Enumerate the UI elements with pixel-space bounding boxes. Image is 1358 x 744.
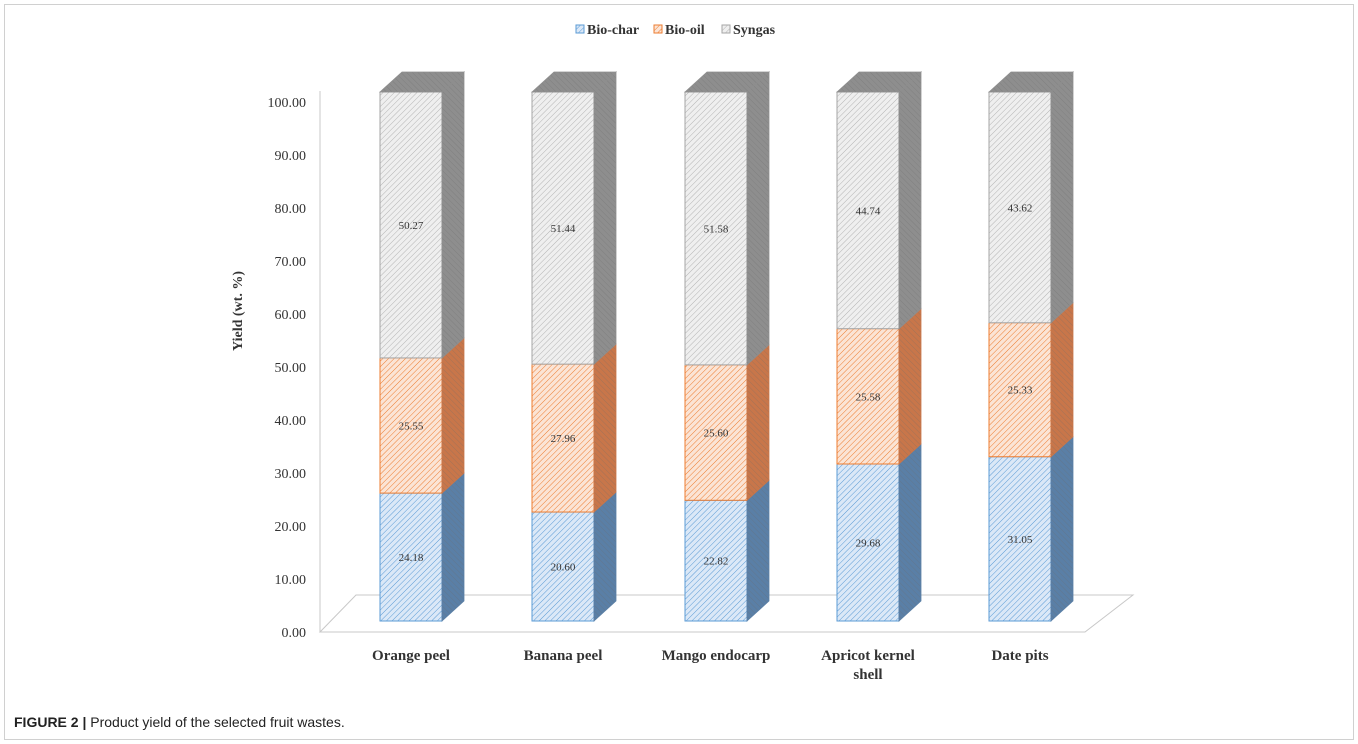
bar-side-syngas — [1050, 71, 1074, 324]
bar-side-bio-oil — [593, 343, 617, 513]
legend: Bio-char Bio-oil Syngas — [575, 23, 776, 38]
data-label-syngas: 44.74 — [856, 205, 881, 217]
y-tick-label: 80.00 — [275, 202, 307, 217]
bar-stack-orange-peel: 24.18 25.55 50.27 — [378, 71, 466, 622]
x-tick-label: shell — [853, 667, 882, 683]
bar-side-bio-char — [898, 443, 922, 622]
bar-side-syngas — [746, 71, 770, 366]
legend-label-bio-oil: Bio-oil — [665, 23, 705, 38]
bar-stack-apricot-kernel-shell: 29.68 25.58 44.74 — [835, 71, 923, 622]
bar-top-cap — [378, 71, 466, 93]
legend-label-bio-char: Bio-char — [587, 23, 639, 38]
legend-swatch-bio-char — [575, 24, 585, 34]
bar-syngas — [988, 91, 1052, 324]
data-label-syngas: 51.58 — [704, 223, 729, 235]
bar-side-bio-oil — [1050, 301, 1074, 458]
bar-side-bio-char — [593, 491, 617, 622]
bar-syngas — [379, 91, 443, 359]
y-tick-label: 30.00 — [275, 467, 307, 482]
x-tick-label: Date pits — [991, 648, 1048, 664]
bar-side-syngas — [593, 71, 617, 366]
legend-swatch-bio-oil — [653, 24, 663, 34]
x-tick-label: Mango endocarp — [662, 648, 771, 664]
bar-stack-mango-endocarp: 22.82 25.60 51.58 — [683, 71, 771, 622]
data-label-syngas: 51.44 — [551, 223, 576, 235]
figure-caption: FIGURE 2 | Product yield of the selected… — [14, 714, 345, 730]
legend-swatch-syngas — [721, 24, 731, 34]
data-label-bio-char: 29.68 — [856, 537, 881, 549]
y-tick-label: 50.00 — [275, 361, 307, 376]
bar-top-cap — [835, 71, 923, 93]
bar-side-bio-char — [746, 479, 770, 622]
y-axis-title: Yield (wt. %) — [231, 271, 246, 351]
legend-label-syngas: Syngas — [733, 23, 776, 38]
data-label-bio-char: 31.05 — [1008, 534, 1033, 546]
x-tick-label: Orange peel — [372, 648, 450, 664]
x-tick-label: Apricot kernel — [821, 648, 915, 664]
bar-side-syngas — [441, 71, 465, 359]
bar-top-cap — [987, 71, 1075, 93]
bar-top-cap — [530, 71, 618, 93]
bar-syngas — [531, 91, 595, 365]
data-label-bio-oil: 27.96 — [551, 433, 576, 445]
bar-side-bio-oil — [441, 337, 465, 494]
figure-frame — [4, 4, 1354, 740]
y-tick-label: 90.00 — [275, 149, 307, 164]
y-tick-label: 70.00 — [275, 255, 307, 270]
y-tick-label: 10.00 — [275, 573, 307, 588]
chart-floor — [318, 594, 1135, 633]
y-tick-label: 40.00 — [275, 414, 307, 429]
bar-side-bio-char — [1050, 435, 1074, 622]
data-label-bio-oil: 25.33 — [1008, 385, 1033, 397]
data-label-bio-oil: 25.55 — [399, 421, 424, 433]
bar-bio-char — [836, 463, 900, 622]
bar-side-bio-char — [441, 472, 465, 622]
bar-side-syngas — [898, 71, 922, 330]
data-label-syngas: 43.62 — [1008, 202, 1033, 214]
data-label-bio-char: 24.18 — [399, 552, 424, 564]
bar-side-bio-oil — [746, 343, 770, 502]
bar-side-bio-oil — [898, 307, 922, 465]
data-label-bio-char: 22.82 — [704, 556, 729, 568]
data-label-bio-oil: 25.60 — [704, 428, 729, 440]
caption-label: FIGURE 2 | — [14, 714, 87, 730]
data-label-bio-char: 20.60 — [551, 562, 576, 574]
bar-bio-oil — [684, 364, 748, 501]
data-label-bio-oil: 25.58 — [856, 391, 881, 403]
bar-stack-date-pits: 31.05 25.33 43.62 — [987, 71, 1075, 622]
bar-top-cap — [683, 71, 771, 93]
bar-bio-oil — [836, 328, 900, 465]
bar-syngas — [836, 91, 900, 330]
bar-bio-oil — [988, 322, 1052, 458]
x-tick-label: Banana peel — [524, 648, 603, 664]
caption-text: Product yield of the selected fruit wast… — [86, 714, 345, 730]
y-tick-label: 100.00 — [268, 96, 307, 111]
bar-bio-char — [684, 499, 748, 622]
bar-bio-char — [379, 492, 443, 622]
data-label-syngas: 50.27 — [399, 220, 424, 232]
y-tick-label: 60.00 — [275, 308, 307, 323]
y-tick-label: 20.00 — [275, 520, 307, 535]
y-tick-label: 0.00 — [282, 626, 307, 641]
stacked-bar-chart: 0.00 10.00 20.00 30.00 40.00 50.00 60.00 70.00 8… — [231, 23, 1135, 683]
bar-stack-banana-peel: 20.60 27.96 51.44 — [530, 71, 618, 622]
bar-bio-oil — [531, 363, 595, 513]
bar-bio-char — [988, 456, 1052, 622]
